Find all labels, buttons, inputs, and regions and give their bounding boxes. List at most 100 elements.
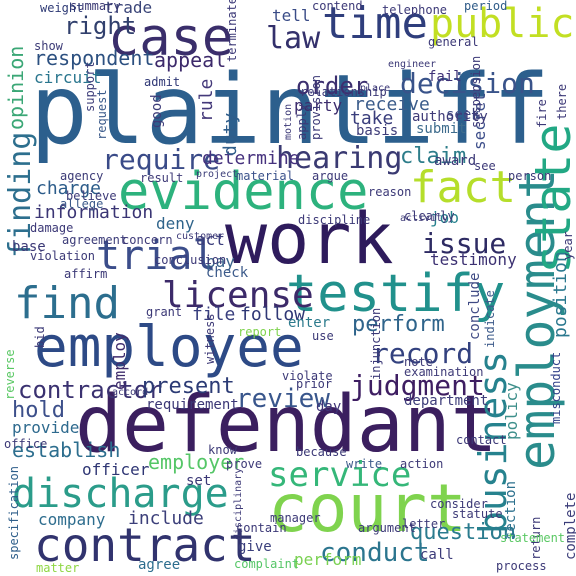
word-work: work	[225, 198, 394, 280]
word-evidence: evidence	[118, 162, 369, 222]
word-include: company	[38, 510, 106, 529]
word-clearly: consider	[430, 497, 488, 511]
word-hearing: hearing	[276, 141, 403, 176]
word-suspension: year	[561, 231, 575, 260]
word-practice: enter	[288, 315, 331, 331]
word-day: employ	[110, 332, 129, 390]
word-agency: project	[196, 169, 239, 180]
word-note: prior	[296, 377, 333, 391]
word-activity: accord	[112, 387, 149, 398]
word-period: basis	[356, 123, 399, 139]
word-fire: suspension	[469, 55, 483, 128]
word-follow: position	[550, 251, 571, 338]
word-deny: act	[196, 230, 225, 249]
word-present: hold	[12, 398, 65, 423]
word-set: know	[208, 443, 237, 457]
word-issue: issue	[422, 227, 507, 260]
word-file: follow	[240, 304, 306, 325]
word-opinion: determine	[202, 148, 300, 169]
word-argument: contain	[236, 521, 287, 535]
word-support: request	[95, 89, 109, 140]
word-see: award	[434, 153, 477, 169]
word-pay: file	[192, 304, 236, 325]
word-however: there	[555, 83, 569, 120]
word-take: party	[294, 96, 343, 115]
word-use: grant	[146, 305, 183, 319]
word-decision: decision	[400, 67, 535, 100]
word-contain: manager	[270, 511, 321, 525]
word-show: weight	[40, 1, 84, 15]
word-complaint: agree	[138, 557, 181, 573]
word-secret: officer	[82, 460, 150, 479]
word-job: appeal	[154, 48, 227, 72]
word-determine: testimony	[430, 250, 517, 269]
word-argue: reason	[368, 185, 412, 199]
word-complete: specification	[7, 466, 21, 560]
word-reverse: bid	[33, 326, 47, 348]
word-right: right	[64, 12, 137, 40]
word-concern: discipline	[298, 213, 371, 227]
word-provision: apply	[295, 103, 309, 140]
word-appeal: establish	[12, 438, 121, 462]
word-summary: period	[464, 0, 508, 13]
word-record: record	[372, 337, 474, 370]
word-act: pay	[206, 252, 235, 271]
word-affirm: agreement	[62, 233, 128, 247]
word-plaintiff: plaintiff	[30, 54, 551, 166]
word-action: write	[346, 457, 383, 471]
word-reason: see	[474, 159, 496, 173]
word-section: policy	[502, 382, 521, 440]
word-know: action	[400, 457, 444, 471]
word-apply: person	[508, 169, 552, 183]
word-base: violation	[30, 249, 96, 263]
word-information: duty	[220, 112, 241, 156]
word-year: injunction	[369, 307, 383, 380]
word-material: argue	[312, 169, 349, 183]
word-call: give	[238, 539, 272, 555]
word-witness: report	[238, 325, 282, 339]
word-disciplinary: process	[496, 559, 547, 573]
word-relationship: motion	[283, 103, 294, 140]
word-letter: argument	[358, 521, 416, 535]
word-statute: letter	[402, 517, 446, 531]
word-damage: customer	[176, 231, 225, 242]
word-enter: seek	[446, 107, 480, 123]
word-case: case	[108, 8, 234, 68]
word-claim: review	[236, 384, 330, 414]
word-good: support	[83, 61, 97, 112]
word-manager: prove	[226, 457, 263, 471]
word-order: order	[296, 72, 369, 100]
word-conclude: department	[404, 393, 489, 409]
word-basis: submit	[416, 121, 467, 137]
word-judgment: judgment	[350, 369, 485, 402]
word-authority: indicate	[483, 290, 497, 348]
word-telephone: terminate	[225, 0, 239, 62]
word-contract: contract	[34, 518, 256, 572]
word-seek: fail	[428, 69, 462, 85]
word-request: admit	[144, 75, 181, 89]
word-require: require	[102, 143, 221, 176]
word-trade: present	[142, 374, 235, 399]
word-submit: authority	[412, 109, 488, 125]
word-requirement: misconduct	[549, 351, 563, 424]
word-public: public	[430, 1, 575, 47]
word-weight: summary	[70, 0, 121, 13]
word-department: day	[316, 399, 342, 415]
word-receive: deny	[156, 214, 195, 233]
word-charge: information	[34, 202, 154, 223]
word-discharge: discharge	[12, 471, 229, 517]
word-project: result	[140, 171, 184, 185]
word-defendant: defendant	[75, 380, 498, 470]
word-conduct: conduct	[320, 538, 430, 568]
word-allege: believe	[66, 189, 117, 203]
word-contact: statute	[452, 507, 503, 521]
word-report: reverse	[3, 349, 17, 400]
word-violate: contact	[456, 433, 507, 447]
word-violation: affirm	[64, 267, 108, 281]
word-provide: charge	[36, 178, 102, 199]
word-person: damage	[30, 221, 74, 235]
word-admit: show	[34, 39, 63, 53]
word-testify: testify	[286, 264, 506, 324]
word-grant: witness	[203, 313, 217, 364]
